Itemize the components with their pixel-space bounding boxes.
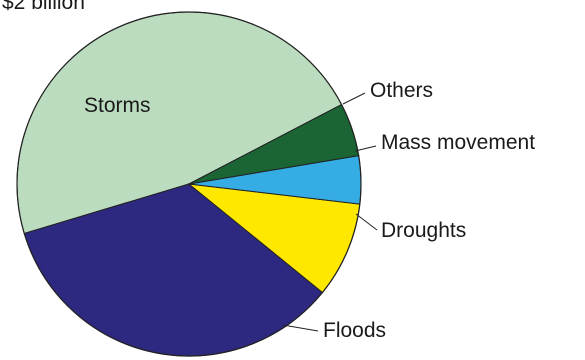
slice-label-floods: Floods: [323, 319, 386, 342]
pie-outline: [16, 11, 362, 357]
leader-line-floods: [282, 324, 319, 332]
slice-label-others: Others: [370, 79, 433, 102]
leader-line-droughts: [355, 213, 378, 231]
chart-title: $2 billion: [2, 0, 85, 14]
slice-label-storms: Storms: [84, 94, 151, 117]
leader-line-others: [342, 92, 366, 105]
slice-label-droughts: Droughts: [381, 219, 466, 242]
leader-line-mass-movement: [354, 145, 377, 152]
slice-label-mass-movement: Mass movement: [381, 131, 535, 154]
